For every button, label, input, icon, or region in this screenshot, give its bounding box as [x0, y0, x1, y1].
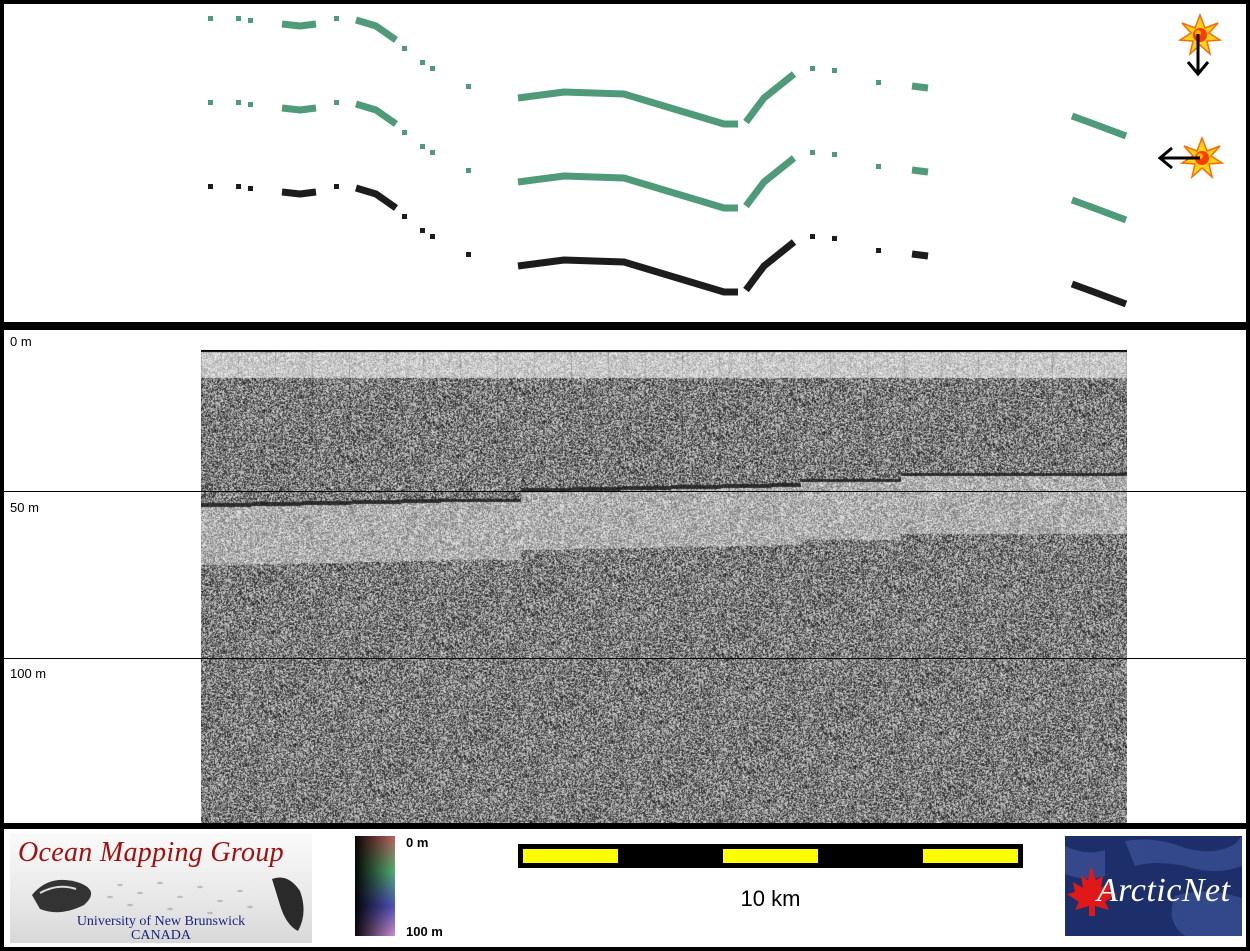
swath-fragment — [466, 84, 471, 89]
swath-segment — [281, 188, 317, 198]
colorbar-top-label: 0 m — [406, 835, 429, 850]
arrow-down-icon — [1186, 34, 1210, 77]
swath-fragment — [334, 16, 339, 21]
swath-fragment — [248, 18, 253, 23]
swath-segment — [911, 82, 929, 92]
swath-fragment — [236, 184, 241, 189]
swath-segment — [743, 155, 797, 209]
swath-fragment — [876, 80, 881, 85]
swath-fragment — [334, 100, 339, 105]
scale-bar-segment — [723, 849, 818, 863]
swath-fragment — [402, 46, 407, 51]
sun-icon — [1179, 135, 1225, 180]
swath-segment — [743, 239, 797, 293]
swath-fragment — [420, 144, 425, 149]
swath-fragment — [420, 228, 425, 233]
omg-logo-title: Ocean Mapping Group — [18, 837, 284, 868]
swath-map — [208, 12, 1225, 308]
swath-fragment — [430, 66, 435, 71]
omg-logo-country: CANADA — [131, 928, 191, 943]
arrow-left-icon — [1157, 146, 1200, 170]
subbottom-profile-image — [201, 350, 1127, 823]
swath-segment — [517, 256, 738, 296]
swath-fragment — [832, 152, 837, 157]
scale-bar-segment — [523, 849, 618, 863]
swath-fragment — [876, 248, 881, 253]
ocean-mapping-group-logo: Ocean Mapping Group University of New Br… — [10, 833, 312, 943]
scale-bar — [518, 844, 1023, 868]
swath-fragment — [236, 16, 241, 21]
swath-fragment — [236, 100, 241, 105]
swath-fragment — [876, 164, 881, 169]
swath-fragment — [208, 16, 213, 21]
swath-segment — [1070, 280, 1128, 308]
swath-segment — [281, 104, 317, 114]
swath-fragment — [832, 68, 837, 73]
swath-fragment — [248, 102, 253, 107]
colorbar-bottom-label: 100 m — [406, 924, 443, 939]
swath-segment — [1070, 196, 1128, 224]
swath-segment — [354, 100, 399, 127]
swath-fragment — [402, 214, 407, 219]
swath-fragment — [810, 150, 815, 155]
maple-leaf-icon — [1067, 866, 1117, 916]
scale-bar-segment — [923, 849, 1018, 863]
swath-fragment — [832, 236, 837, 241]
swath-segment — [1070, 112, 1128, 140]
depth-gridline-100 — [4, 658, 1246, 659]
swath-fragment — [466, 168, 471, 173]
depth-label-50: 50 m — [10, 500, 39, 515]
swath-segment — [517, 172, 738, 212]
swath-segment — [743, 71, 797, 125]
depth-colorbar — [355, 836, 395, 936]
swath-fragment — [402, 130, 407, 135]
depth-label-100: 100 m — [10, 666, 47, 681]
swath-segment — [517, 88, 738, 128]
swath-fragment — [208, 184, 213, 189]
swath-fragment — [430, 234, 435, 239]
swath-fragment — [810, 234, 815, 239]
swath-fragment — [430, 150, 435, 155]
swath-fragment — [334, 184, 339, 189]
swath-segment — [281, 20, 317, 30]
omg-logo-university: University of New Brunswick — [76, 914, 246, 929]
omg-logo-graphic — [32, 877, 304, 931]
depth-gridline-50 — [4, 491, 1246, 492]
swath-segment — [911, 250, 929, 260]
swath-fragment — [810, 66, 815, 71]
depth-label-0: 0 m — [10, 334, 32, 349]
arcticnet-logo-graphic — [1065, 836, 1242, 936]
swath-fragment — [420, 60, 425, 65]
legend-panel: Ocean Mapping Group University of New Br… — [4, 829, 1246, 947]
scale-bar-label: 10 km — [740, 886, 801, 911]
swath-fragment — [466, 252, 471, 257]
swath-overview-panel — [4, 4, 1246, 322]
swath-segment — [354, 184, 399, 211]
swath-fragment — [208, 100, 213, 105]
subbottom-profile-panel: 0 m 50 m 100 m — [4, 330, 1246, 823]
arcticnet-logo: ArcticNet — [1065, 836, 1242, 936]
arcticnet-logo-text: ArcticNet — [1097, 872, 1231, 909]
sun-icon — [1177, 12, 1223, 57]
swath-segment — [354, 16, 399, 43]
swath-fragment — [248, 186, 253, 191]
swath-segment — [911, 166, 929, 176]
